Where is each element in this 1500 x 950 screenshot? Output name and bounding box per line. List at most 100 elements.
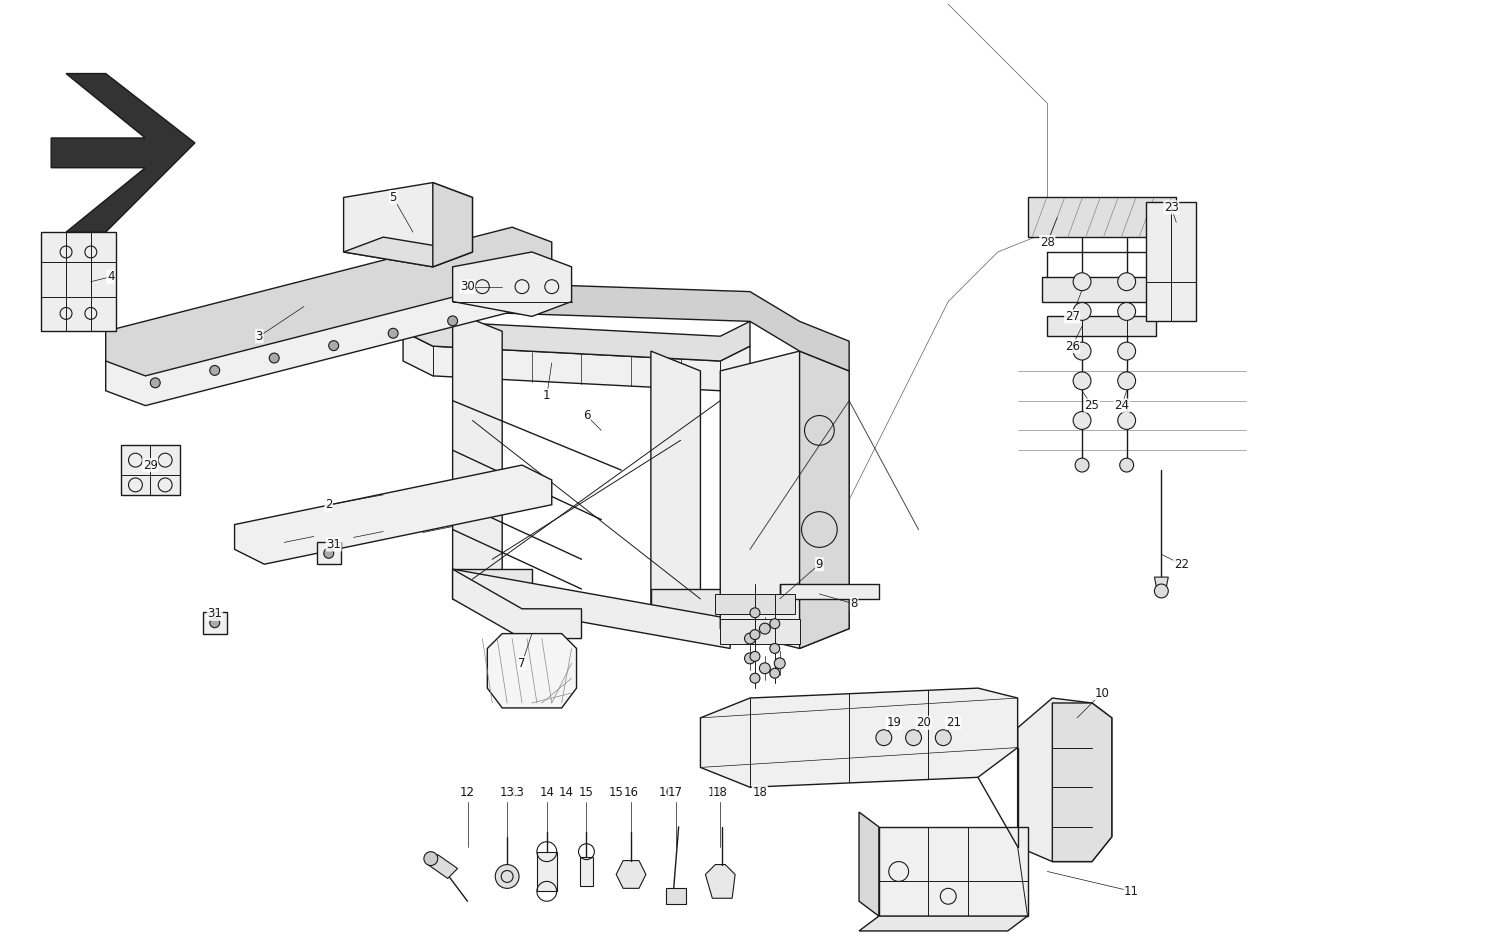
Polygon shape: [1042, 276, 1161, 301]
Circle shape: [759, 663, 771, 674]
Text: 12: 12: [460, 786, 476, 799]
Text: 9: 9: [816, 558, 824, 571]
Text: 29: 29: [142, 459, 158, 471]
Polygon shape: [579, 857, 594, 886]
Polygon shape: [453, 312, 503, 618]
Text: 28: 28: [1040, 236, 1054, 249]
Circle shape: [1119, 458, 1134, 472]
Polygon shape: [780, 584, 879, 598]
Text: 19: 19: [886, 716, 902, 730]
Polygon shape: [1155, 577, 1168, 587]
Polygon shape: [453, 569, 582, 638]
Polygon shape: [859, 916, 1028, 931]
Text: 13: 13: [510, 786, 525, 799]
Circle shape: [447, 316, 458, 326]
Text: 16: 16: [658, 786, 674, 799]
Text: 15: 15: [609, 786, 624, 799]
Circle shape: [1118, 302, 1136, 320]
Polygon shape: [720, 618, 800, 643]
Text: 1: 1: [543, 390, 550, 402]
Circle shape: [1072, 342, 1090, 360]
Circle shape: [1118, 371, 1136, 389]
Text: 15: 15: [579, 786, 594, 799]
Circle shape: [770, 668, 780, 678]
Polygon shape: [202, 612, 226, 634]
Circle shape: [328, 341, 339, 351]
Polygon shape: [879, 826, 1028, 916]
Text: 2: 2: [326, 498, 333, 511]
Text: 23: 23: [1164, 200, 1179, 214]
Circle shape: [744, 633, 756, 644]
Circle shape: [744, 653, 756, 664]
Text: 24: 24: [1114, 399, 1130, 412]
Polygon shape: [344, 238, 472, 267]
Text: 8: 8: [850, 598, 858, 610]
Text: 31: 31: [207, 607, 222, 620]
Text: 7: 7: [519, 656, 526, 670]
Circle shape: [770, 618, 780, 629]
Text: 20: 20: [916, 716, 932, 730]
Text: 12: 12: [460, 786, 476, 799]
Circle shape: [774, 658, 784, 669]
Polygon shape: [651, 352, 700, 638]
Text: 3: 3: [255, 330, 262, 343]
Polygon shape: [404, 332, 750, 390]
Text: 10: 10: [1095, 687, 1110, 699]
Polygon shape: [453, 252, 572, 316]
Text: 26: 26: [1065, 340, 1080, 352]
Circle shape: [270, 353, 279, 363]
Polygon shape: [234, 466, 552, 564]
Circle shape: [1155, 584, 1168, 598]
Circle shape: [1118, 342, 1136, 360]
Circle shape: [759, 623, 771, 634]
Polygon shape: [1017, 698, 1112, 862]
Polygon shape: [344, 182, 472, 267]
Circle shape: [424, 851, 438, 865]
Text: 18: 18: [712, 786, 728, 799]
Text: 25: 25: [1084, 399, 1100, 412]
Polygon shape: [1047, 316, 1156, 336]
Polygon shape: [1053, 703, 1112, 862]
Circle shape: [750, 674, 760, 683]
Polygon shape: [1146, 202, 1196, 321]
Circle shape: [1072, 302, 1090, 320]
Polygon shape: [716, 594, 795, 614]
Text: 31: 31: [326, 538, 340, 551]
Polygon shape: [666, 888, 686, 904]
Polygon shape: [404, 307, 750, 361]
Polygon shape: [720, 352, 849, 649]
Polygon shape: [800, 352, 849, 649]
Circle shape: [495, 864, 519, 888]
Circle shape: [876, 730, 891, 746]
Text: 14: 14: [560, 786, 574, 799]
Circle shape: [750, 652, 760, 661]
Circle shape: [936, 730, 951, 746]
Circle shape: [1118, 273, 1136, 291]
Polygon shape: [705, 864, 735, 899]
Text: 21: 21: [945, 716, 960, 730]
Circle shape: [1072, 273, 1090, 291]
Text: 5: 5: [390, 191, 398, 204]
Text: 6: 6: [582, 409, 590, 422]
Polygon shape: [453, 282, 849, 370]
Text: 17: 17: [708, 786, 723, 799]
Text: 17: 17: [668, 786, 682, 799]
Polygon shape: [105, 256, 552, 406]
Text: 4: 4: [106, 270, 114, 283]
Circle shape: [750, 608, 760, 618]
Text: 22: 22: [1173, 558, 1188, 571]
Text: 14: 14: [540, 786, 555, 799]
Text: 13: 13: [500, 786, 514, 799]
Polygon shape: [859, 812, 879, 916]
Text: 30: 30: [460, 280, 476, 294]
Circle shape: [150, 378, 160, 388]
Circle shape: [388, 329, 398, 338]
Circle shape: [770, 643, 780, 654]
Polygon shape: [488, 634, 576, 708]
Polygon shape: [316, 542, 340, 564]
Circle shape: [324, 548, 333, 559]
Polygon shape: [433, 182, 472, 267]
Polygon shape: [453, 569, 730, 649]
Circle shape: [1072, 411, 1090, 429]
Circle shape: [210, 366, 219, 375]
